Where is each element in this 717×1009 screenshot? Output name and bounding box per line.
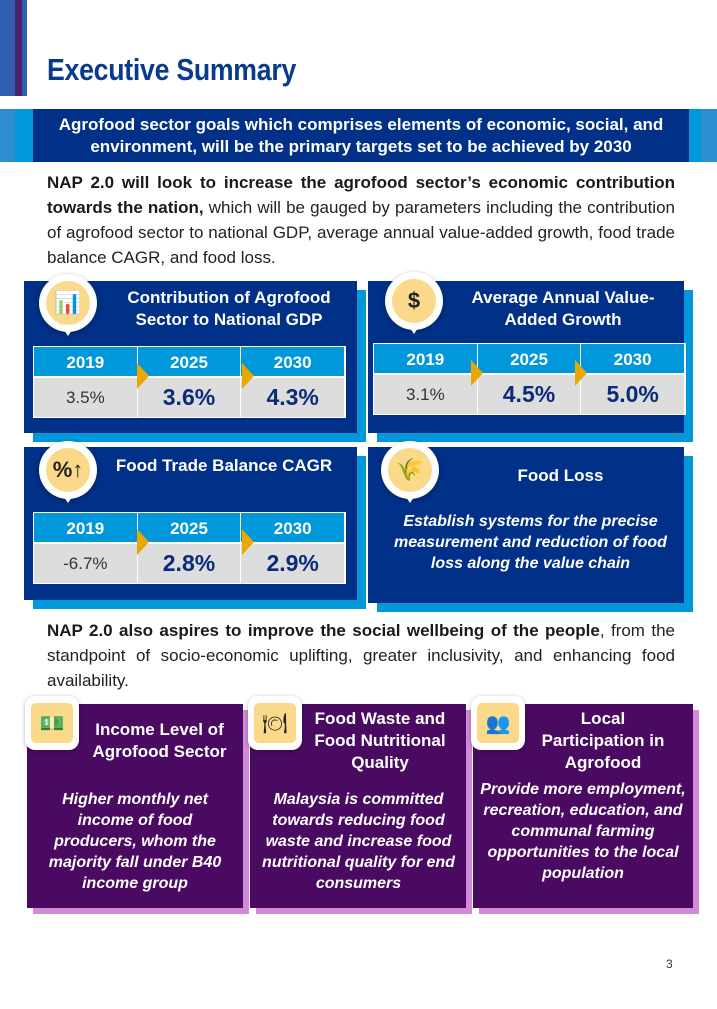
- metric-value: -6.7%: [34, 544, 138, 583]
- plate-cutlery-icon: 🍽: [248, 696, 302, 750]
- metric-value: 4.5%: [477, 375, 582, 414]
- year-header: 2019: [34, 347, 138, 378]
- card-title: Food Trade Balance CAGR: [115, 456, 333, 475]
- wheat-icon: 🌾: [381, 441, 439, 503]
- metric-value: 3.5%: [34, 378, 138, 417]
- arrow-right-icon: [575, 360, 587, 386]
- decor-stripe: [0, 109, 15, 162]
- card-description: Malaysia is committed towards reducing f…: [262, 791, 455, 892]
- money-growth-icon: $: [385, 272, 443, 334]
- goals-banner: Agrofood sector goals which comprises el…: [33, 109, 689, 162]
- year-header: 2025: [137, 347, 242, 378]
- arrow-right-icon: [471, 360, 483, 386]
- metric-value: 3.6%: [137, 378, 242, 417]
- card-title: Food Waste and Food Nutritional Quality: [314, 709, 446, 772]
- percent-up-icon: %↑: [39, 441, 97, 503]
- arrow-right-icon: [242, 529, 254, 555]
- year-header: 2030: [241, 513, 345, 544]
- card-description: Provide more employment, recreation, edu…: [480, 781, 686, 882]
- chart-growth-icon: 📊: [39, 274, 97, 336]
- economic-paragraph-text: which will be gauged by parameters inclu…: [47, 198, 675, 267]
- year-header: 2019: [374, 344, 478, 375]
- page-number: 3: [666, 957, 673, 971]
- decor-stripe: [15, 0, 22, 96]
- metric-value: 3.1%: [374, 375, 478, 414]
- community-icon: 👥: [471, 696, 525, 750]
- page-title: Executive Summary: [47, 52, 297, 87]
- money-stack-icon: 💵: [25, 696, 79, 750]
- card-description: Higher monthly net income of food produc…: [48, 791, 222, 892]
- decor-stripe: [689, 109, 701, 162]
- card-title: Food Loss: [517, 466, 604, 485]
- year-header: 2025: [477, 344, 582, 375]
- metric-table: 2019 2025 2030 3.5% 3.6% 4.3%: [33, 346, 346, 418]
- social-paragraph-bold: NAP 2.0 also aspires to improve the soci…: [47, 621, 600, 640]
- economic-paragraph-bold: NAP 2.0 will look to increase the agrofo…: [47, 173, 675, 217]
- arrow-right-icon: [137, 363, 149, 389]
- metric-value: 5.0%: [581, 375, 685, 414]
- card-description: Establish systems for the precise measur…: [394, 513, 667, 572]
- year-header: 2030: [241, 347, 345, 378]
- social-paragraph: NAP 2.0 also aspires to improve the soci…: [47, 618, 675, 693]
- decor-stripe: [0, 0, 15, 96]
- card-title: Average Annual Value-Added Growth: [471, 288, 655, 329]
- year-header: 2019: [34, 513, 138, 544]
- metric-table: 2019 2025 2030 3.1% 4.5% 5.0%: [373, 343, 686, 415]
- decor-stripe: [701, 109, 717, 162]
- gdp-contribution-card: Contribution of Agrofood Sector to Natio…: [24, 281, 357, 433]
- metric-table: 2019 2025 2030 -6.7% 2.8% 2.9%: [33, 512, 346, 584]
- social-paragraph-text: , from the standpoint of socio-economic …: [47, 621, 675, 690]
- value-added-growth-card: Average Annual Value-Added Growth 2019 2…: [368, 281, 686, 433]
- metric-value: 2.9%: [241, 544, 345, 583]
- arrow-right-icon: [137, 529, 149, 555]
- arrow-right-icon: [242, 363, 254, 389]
- card-title: Local Participation in Agrofood: [541, 709, 665, 772]
- year-header: 2030: [581, 344, 685, 375]
- decor-stripe: [15, 109, 33, 162]
- decor-stripe: [22, 0, 27, 96]
- year-header: 2025: [137, 513, 242, 544]
- economic-paragraph: NAP 2.0 will look to increase the agrofo…: [47, 170, 675, 270]
- metric-value: 4.3%: [241, 378, 345, 417]
- card-title: Income Level of Agrofood Sector: [92, 720, 227, 761]
- income-level-card: Income Level of Agrofood Sector Higher m…: [27, 704, 243, 908]
- metric-value: 2.8%: [137, 544, 242, 583]
- card-title: Contribution of Agrofood Sector to Natio…: [127, 288, 331, 329]
